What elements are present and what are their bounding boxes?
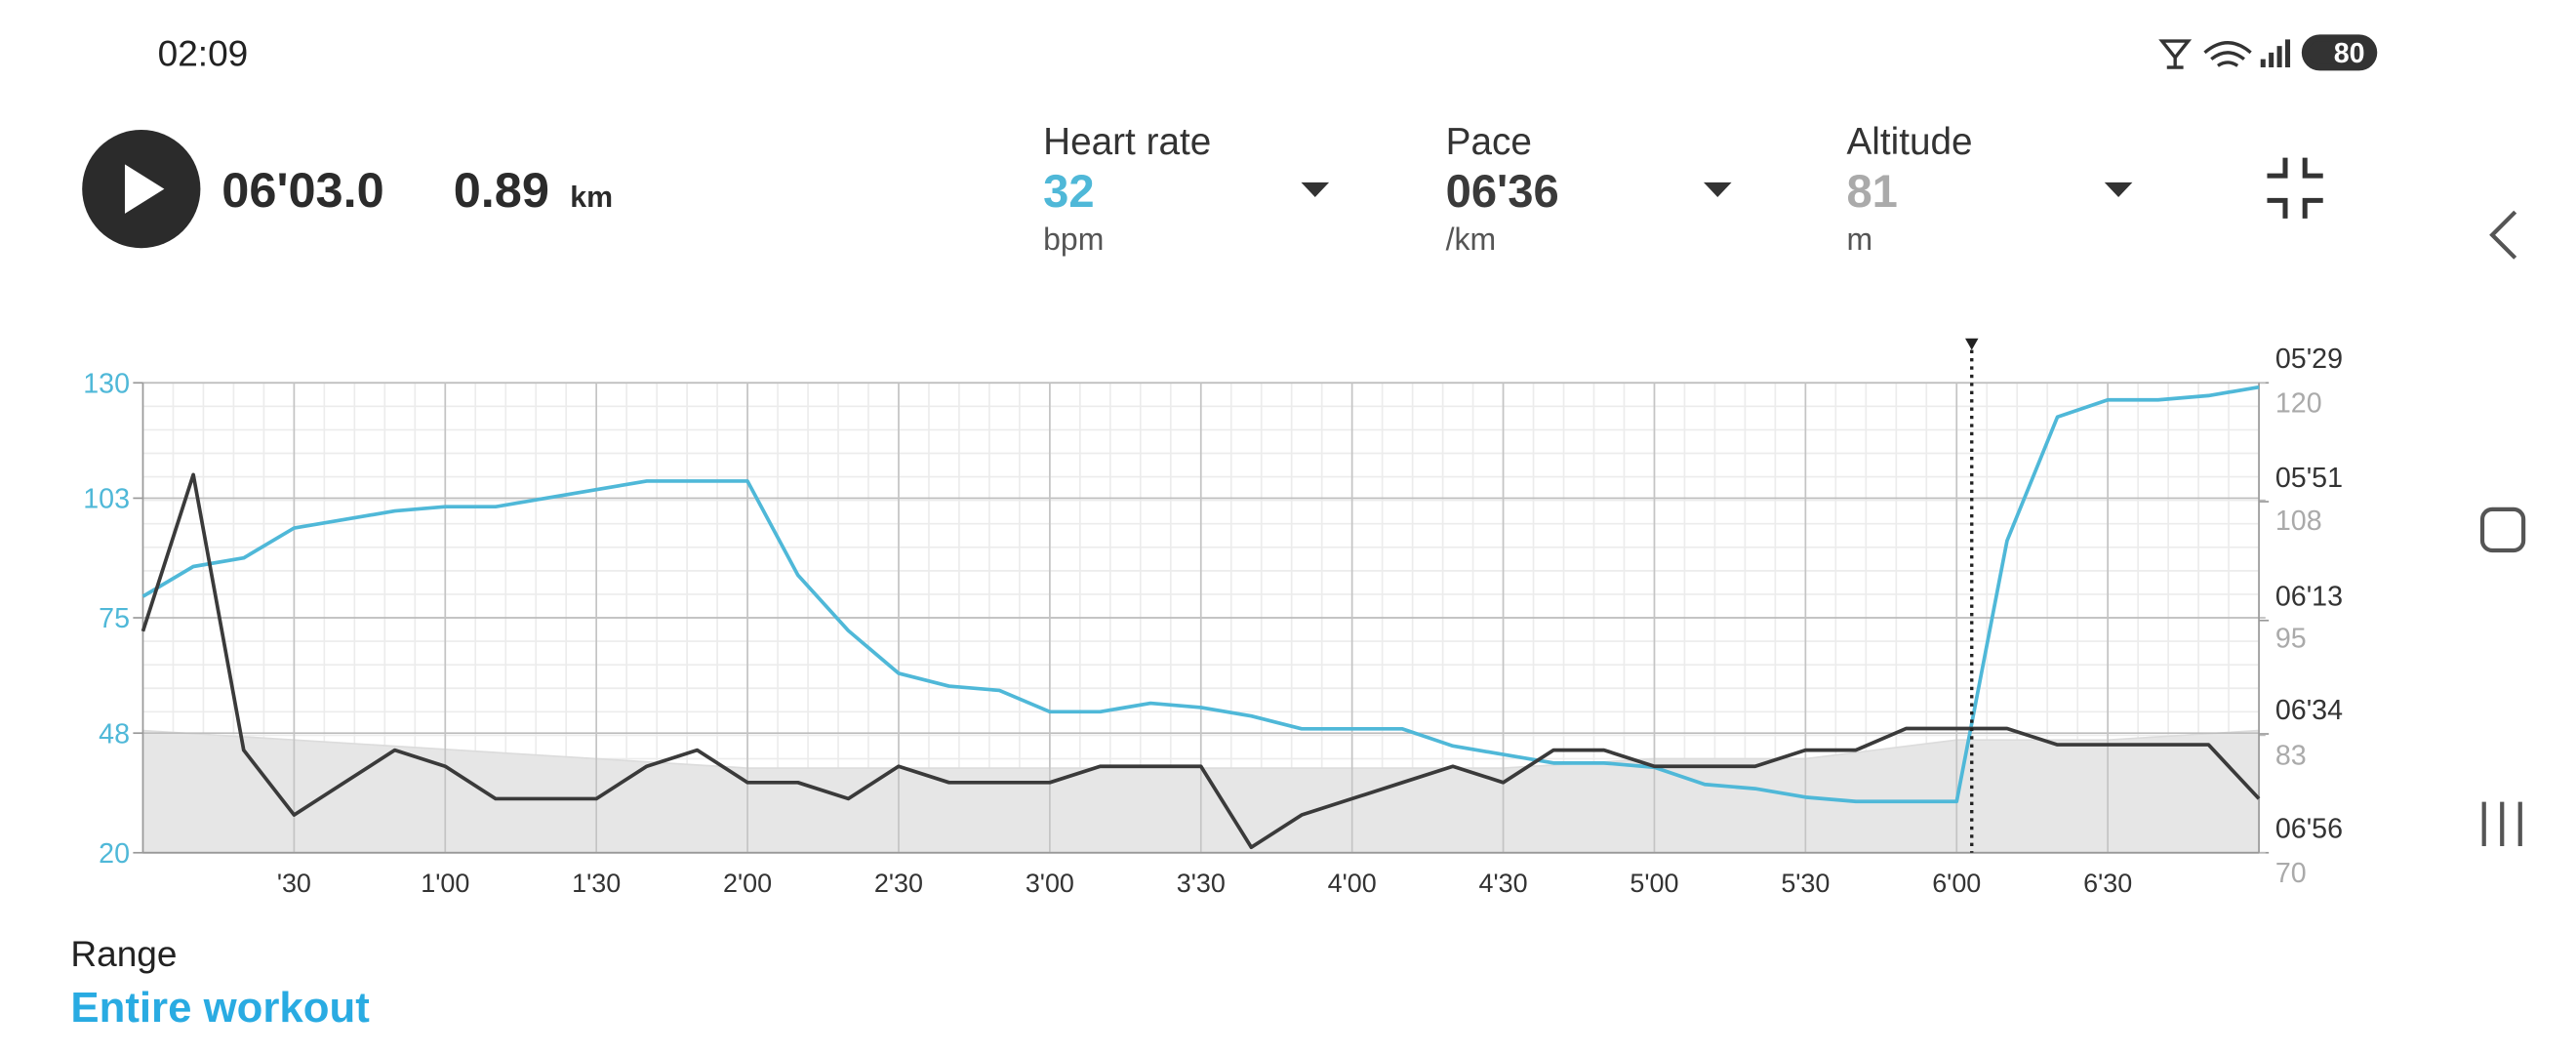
metric-label: Altitude bbox=[1846, 121, 1972, 163]
status-icons bbox=[2158, 34, 2378, 71]
x-tick-label: 4'00 bbox=[1328, 869, 1377, 898]
home-button[interactable] bbox=[2479, 507, 2526, 553]
y-tick-label: 48 bbox=[99, 718, 130, 750]
y3-tick-label: 70 bbox=[2275, 858, 2307, 889]
metric-unit: bpm bbox=[1043, 222, 1104, 257]
metric-unit: /km bbox=[1446, 222, 1497, 257]
clock: 02:09 bbox=[158, 32, 249, 73]
collapse-button[interactable] bbox=[2267, 157, 2323, 219]
y2-tick-label: 05'29 bbox=[2275, 344, 2343, 375]
x-tick-label: 3'00 bbox=[1026, 869, 1074, 898]
metric-unit: m bbox=[1846, 222, 1872, 257]
y-tick-label: 20 bbox=[99, 838, 130, 870]
y3-tick-label: 108 bbox=[2275, 506, 2322, 537]
y3-tick-label: 83 bbox=[2275, 741, 2307, 772]
series-line bbox=[141, 472, 2261, 850]
x-tick-label: 5'00 bbox=[1630, 869, 1678, 898]
metric-value: 81 bbox=[1846, 165, 1897, 217]
metric-pace[interactable]: Pace 06'36 /km bbox=[1446, 121, 1732, 257]
y2-tick-label: 06'56 bbox=[2275, 814, 2343, 845]
chart: 20 48 75 103 130 05'29 05'51 06'13 06'34 06'56 120… bbox=[83, 338, 2343, 898]
elapsed-time: 06'03.0 bbox=[221, 162, 383, 218]
play-button[interactable] bbox=[82, 130, 201, 249]
metric-value: 06'36 bbox=[1446, 165, 1559, 217]
dropdown-arrow[interactable] bbox=[1703, 182, 1732, 198]
x-tick-label: 6'00 bbox=[1932, 869, 1981, 898]
dropdown-arrow[interactable] bbox=[1301, 182, 1330, 198]
x-tick-label: 3'30 bbox=[1177, 869, 1226, 898]
range-value[interactable]: Entire workout bbox=[70, 984, 370, 1032]
metric-altitude[interactable]: Altitude 81 m bbox=[1846, 121, 2133, 257]
x-tick-label: '30 bbox=[277, 869, 311, 898]
range-label: Range bbox=[70, 933, 177, 974]
x-tick-label: 2'30 bbox=[874, 869, 923, 898]
dropdown-arrow[interactable] bbox=[2104, 182, 2133, 198]
distance: 0.89 bbox=[454, 162, 549, 218]
metric-heart-rate[interactable]: Heart rate 32 bpm bbox=[1043, 121, 1330, 257]
nav-bar bbox=[2479, 210, 2526, 847]
metric-label: Pace bbox=[1446, 121, 1532, 163]
y-tick-label: 130 bbox=[83, 368, 130, 399]
y-tick-label: 75 bbox=[99, 603, 130, 634]
y2-tick-label: 06'34 bbox=[2275, 695, 2343, 726]
distance-unit: km bbox=[570, 182, 613, 214]
y3-tick-label: 120 bbox=[2275, 388, 2322, 420]
metric-label: Heart rate bbox=[1043, 121, 1211, 163]
x-tick-label: 6'30 bbox=[2083, 869, 2132, 898]
metric-value: 32 bbox=[1043, 165, 1094, 217]
recents-button[interactable] bbox=[2481, 801, 2522, 847]
cursor-handle bbox=[1965, 338, 1979, 350]
y2-tick-label: 05'51 bbox=[2275, 463, 2343, 494]
x-tick-label: 4'30 bbox=[1479, 869, 1528, 898]
x-tick-label: 1'30 bbox=[572, 869, 621, 898]
battery-level: 80 bbox=[2334, 38, 2365, 69]
x-tick-label: 2'00 bbox=[723, 869, 772, 898]
x-tick-label: 1'00 bbox=[421, 869, 469, 898]
x-tick-label: 5'30 bbox=[1781, 869, 1830, 898]
y-tick-label: 103 bbox=[83, 484, 130, 515]
y3-tick-label: 95 bbox=[2275, 623, 2307, 654]
back-button[interactable] bbox=[2489, 210, 2517, 260]
series-line bbox=[141, 385, 2260, 804]
y2-tick-label: 06'13 bbox=[2275, 582, 2343, 613]
